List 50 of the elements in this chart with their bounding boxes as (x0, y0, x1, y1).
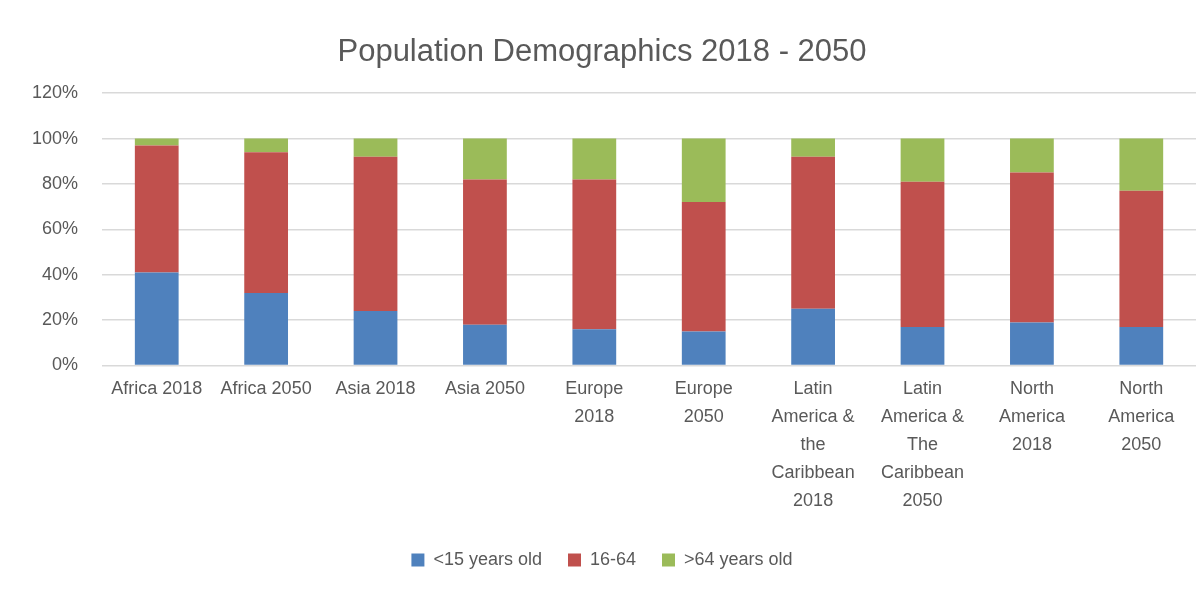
x-tick-label: Asia 2018 (335, 378, 416, 399)
bar (681, 202, 726, 332)
bar (1010, 172, 1054, 323)
bar (1119, 190, 1164, 327)
y-tick-label: 80% (42, 172, 79, 193)
bar (900, 181, 945, 327)
x-tick-label: Europe 2050 (674, 378, 733, 427)
bar (244, 292, 289, 365)
bar (572, 179, 617, 330)
bar (791, 308, 835, 365)
legend-label: >64 years old (684, 548, 793, 569)
bar (1010, 138, 1054, 173)
bar (353, 138, 398, 157)
x-tick-label: Africa 2018 (111, 378, 203, 399)
bar (244, 152, 289, 293)
bar (134, 272, 179, 365)
bar (681, 331, 726, 365)
x-tick-label: Europe 2018 (565, 378, 624, 427)
bar (681, 138, 726, 203)
bar (1119, 326, 1164, 365)
bar (791, 156, 835, 309)
y-tick-label: 100% (31, 127, 79, 148)
x-tick-label: Latin America & the Caribbean 2018 (771, 378, 855, 511)
y-tick-label: 60% (42, 218, 79, 239)
bar (353, 311, 398, 365)
bar (463, 324, 507, 365)
bar (463, 179, 507, 325)
bar (463, 138, 507, 180)
x-tick-label: North America 2018 (998, 378, 1066, 455)
x-tick-label: Asia 2050 (444, 378, 525, 399)
bar (900, 138, 945, 182)
x-tick-label: Latin America & The Caribbean 2050 (880, 378, 965, 511)
bar (244, 138, 289, 153)
bar (900, 326, 945, 365)
bar (572, 329, 617, 365)
y-tick-label: 40% (42, 263, 79, 284)
y-tick-label: 0% (52, 354, 79, 375)
legend-label: <15 years old (433, 548, 542, 569)
y-tick-label: 20% (42, 309, 79, 330)
bar (572, 138, 617, 180)
x-tick-label: North America 2050 (1108, 378, 1176, 455)
bar (791, 138, 835, 157)
bar (1010, 322, 1054, 365)
bar (1119, 138, 1164, 191)
legend-label: 16-64 (589, 548, 637, 569)
y-tick-label: 120% (31, 82, 79, 103)
chart-title: Population Demographics 2018 - 2050 (337, 33, 867, 69)
bar (353, 156, 398, 312)
x-tick-label: Africa 2050 (220, 378, 312, 399)
bar (134, 145, 179, 273)
